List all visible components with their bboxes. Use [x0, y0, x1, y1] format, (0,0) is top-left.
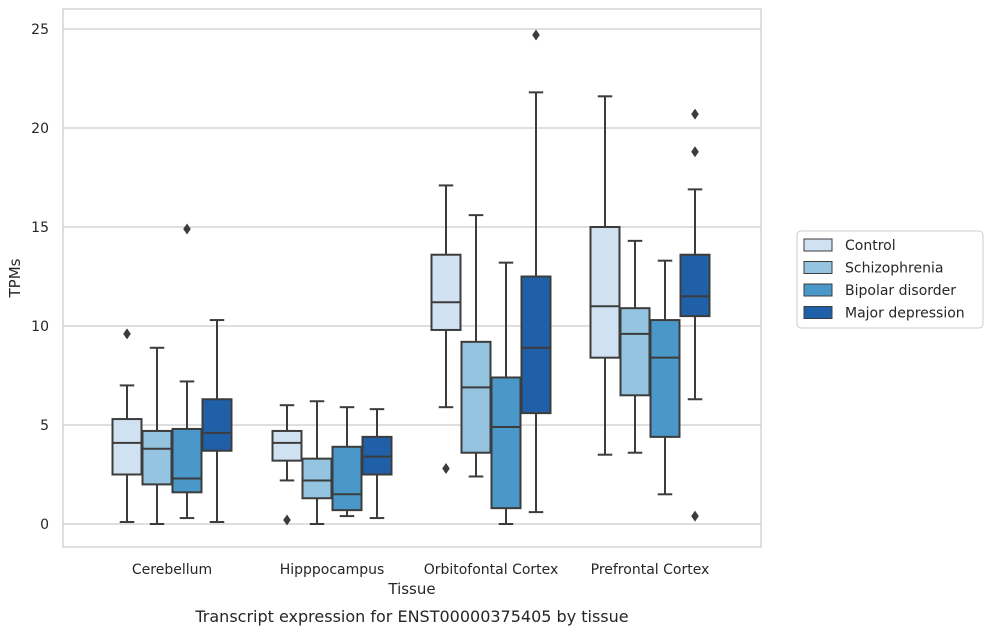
box-hipppocampus	[301, 400, 333, 525]
legend-item: Control	[803, 238, 896, 254]
x-tick-label: Hipppocampus	[280, 562, 385, 578]
legend-label: Major depression	[845, 306, 965, 322]
x-tick-label: Cerebellum	[132, 562, 212, 578]
outlier-point	[283, 514, 291, 526]
outlier-point	[532, 29, 540, 41]
outlier-point	[183, 223, 191, 235]
box-iqr	[111, 418, 143, 476]
box-iqr	[679, 253, 711, 318]
legend-item: Bipolar disorder	[803, 283, 956, 299]
y-tick-label: 0	[40, 517, 49, 533]
x-tick-label: Prefrontal Cortex	[591, 562, 710, 578]
box-orbitofontal-cortex	[430, 184, 462, 475]
x-tick-label: Orbitofontal Cortex	[424, 562, 559, 578]
box-cerebellum	[111, 328, 143, 524]
plot-area-frame	[62, 8, 762, 548]
box-iqr	[619, 307, 651, 397]
grid	[63, 28, 761, 525]
y-tick-label: 25	[31, 22, 49, 38]
box-iqr	[649, 319, 681, 438]
y-tick-label: 10	[31, 319, 49, 335]
box-cerebellum	[171, 223, 203, 520]
box-orbitofontal-cortex	[490, 261, 522, 525]
box-iqr	[171, 427, 203, 494]
box-prefrontal-cortex	[679, 108, 711, 522]
box-orbitofontal-cortex	[460, 214, 492, 478]
legend-frame	[796, 230, 984, 329]
box-iqr	[141, 429, 173, 486]
legend-swatch	[803, 261, 833, 274]
box-plot-series	[111, 29, 711, 526]
legend-swatch	[803, 283, 833, 297]
box-iqr	[460, 340, 492, 454]
box-hipppocampus	[331, 406, 363, 518]
box-iqr	[520, 275, 552, 415]
box-orbitofontal-cortex	[520, 29, 552, 514]
x-axis-title: Tissue	[387, 580, 435, 598]
box-hipppocampus	[361, 408, 393, 520]
legend-item: Major depression	[803, 306, 965, 322]
legend-label: Control	[845, 238, 896, 254]
box-iqr	[271, 429, 303, 462]
legend-swatch	[803, 306, 833, 319]
box-iqr	[430, 253, 462, 331]
series-control	[111, 95, 621, 526]
y-tick-label: 20	[31, 121, 49, 137]
legend-item: Schizophrenia	[803, 261, 943, 277]
y-tick-labels: 0 5 10 15 20 25	[31, 22, 49, 533]
box-cerebellum	[141, 346, 173, 525]
box-iqr	[331, 445, 363, 512]
x-tick-labels: Cerebellum Hipppocampus Orbitofontal Corte…	[132, 562, 709, 578]
series-major-depression	[201, 29, 711, 524]
box-prefrontal-cortex	[619, 239, 651, 454]
box-prefrontal-cortex	[589, 95, 621, 456]
y-tick-label: 5	[40, 418, 49, 434]
box-iqr	[201, 398, 233, 452]
box-iqr	[589, 226, 621, 359]
legend-label: Bipolar disorder	[845, 283, 956, 299]
chart-caption: Transcript expression for ENST0000037540…	[194, 607, 628, 626]
series-schizophrenia	[141, 214, 651, 525]
legend-swatch	[803, 238, 833, 252]
box-prefrontal-cortex	[649, 259, 681, 496]
outlier-point	[691, 146, 699, 158]
y-axis-title: TPMs	[6, 258, 24, 298]
outlier-point	[691, 108, 699, 120]
outlier-point	[442, 463, 450, 475]
legend: Control Schizophrenia Bipolar disorder Majo…	[796, 230, 984, 329]
box-iqr	[490, 376, 522, 510]
y-tick-label: 15	[31, 220, 49, 236]
legend-label: Schizophrenia	[845, 261, 943, 277]
outlier-point	[123, 328, 131, 340]
outlier-point	[691, 510, 699, 522]
box-iqr	[301, 457, 333, 500]
box-hipppocampus	[271, 404, 303, 526]
box-cerebellum	[201, 319, 233, 524]
series-bipolar-disorder	[171, 223, 681, 525]
